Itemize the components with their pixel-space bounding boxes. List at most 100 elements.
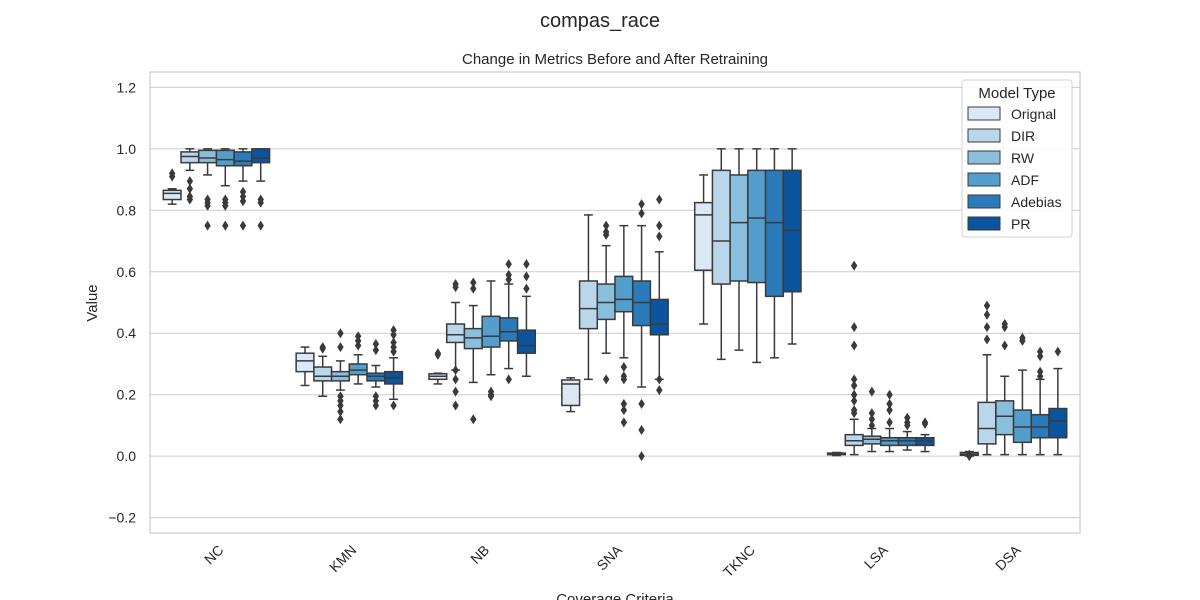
outlier-point [638, 425, 645, 436]
box [499, 259, 519, 385]
y-tick-label: 0.0 [117, 448, 137, 464]
legend-swatch [967, 128, 1001, 143]
outlier-point [886, 389, 893, 400]
outlier-point [452, 386, 459, 397]
outlier-point [656, 374, 663, 385]
box-body [614, 275, 634, 313]
outlier-point [222, 220, 229, 231]
box [463, 277, 483, 425]
box [879, 389, 900, 453]
figure-suptitle: compas_race [540, 10, 660, 32]
outlier-point [222, 200, 229, 211]
axes-title: Change in Metrics Before and After Retra… [462, 51, 768, 68]
box-body [313, 366, 333, 382]
box [180, 148, 200, 205]
outlier-point [868, 408, 876, 419]
outlier-point [620, 398, 628, 409]
outlier-point [239, 196, 247, 207]
outlier-point [257, 220, 264, 231]
box [1012, 332, 1033, 456]
outlier-point [886, 405, 893, 416]
y-tick-label: 0.8 [117, 202, 137, 218]
y-tick-label: 1.0 [117, 141, 137, 157]
outlier-point [452, 282, 459, 293]
box-body [233, 151, 253, 167]
box-body [1048, 407, 1068, 439]
legend-label: ADF [1011, 172, 1039, 188]
outlier-point [337, 328, 344, 339]
legend-swatch [967, 150, 1001, 165]
outlier-point [470, 283, 477, 294]
box-body [915, 436, 935, 447]
box-body [215, 149, 235, 167]
box-body [499, 317, 519, 342]
outlier-point [505, 274, 512, 285]
box [959, 449, 979, 462]
box-body [295, 352, 315, 373]
box [1048, 346, 1068, 456]
box-body [197, 149, 218, 164]
outlier-point [620, 362, 628, 373]
outlier-point [1054, 346, 1062, 357]
box-body [1030, 413, 1050, 439]
box-body [977, 401, 997, 445]
box [747, 148, 767, 364]
series-adf [215, 148, 1033, 456]
box [313, 342, 333, 397]
box [215, 148, 235, 231]
box-body [481, 315, 501, 348]
outlier-point [904, 420, 911, 431]
box-body [649, 298, 669, 336]
outlier-point [983, 300, 991, 311]
legend-swatch [967, 194, 1001, 209]
outlier-point [638, 208, 645, 219]
outlier-point [886, 398, 893, 409]
x-tick-label: TKNC [720, 542, 758, 580]
outlier-point [470, 414, 477, 425]
box [1030, 346, 1050, 456]
box [596, 220, 616, 385]
box-body [366, 372, 386, 382]
x-tick-label: LSA [861, 541, 891, 571]
outlier-point [850, 374, 858, 385]
outlier-point [239, 220, 247, 231]
box [162, 168, 182, 205]
box-body [463, 327, 483, 350]
box-body [596, 283, 616, 321]
outlier-point [656, 220, 663, 231]
box [251, 148, 271, 231]
box [764, 148, 785, 359]
box [561, 377, 581, 413]
box-body [879, 436, 900, 447]
outlier-point [186, 183, 194, 194]
box [897, 412, 917, 451]
legend-swatch [967, 106, 1001, 121]
y-tick-label: 0.4 [117, 325, 137, 341]
outlier-point [1036, 351, 1044, 362]
outlier-point [337, 342, 344, 353]
y-tick-labels: −0.2 0.0 0.2 0.4 0.6 0.8 1.0 1.2 [108, 79, 136, 525]
outlier-point [850, 395, 858, 406]
outlier-point [204, 220, 211, 231]
legend-swatch [967, 216, 1001, 231]
outlier-point [638, 398, 645, 409]
y-tick-label: 1.2 [117, 79, 137, 95]
box [428, 348, 448, 385]
box [631, 199, 652, 462]
outlier-point [372, 345, 380, 356]
box-body [711, 169, 731, 285]
legend-label: Orignal [1011, 106, 1056, 122]
box-body [251, 148, 271, 164]
outlier-point [638, 199, 645, 210]
outlier-point [850, 340, 858, 351]
box [233, 148, 253, 231]
series-dir [180, 148, 997, 456]
outlier-point [523, 259, 530, 270]
box [366, 338, 386, 411]
outlier-point [850, 260, 858, 271]
outlier-point [337, 414, 344, 425]
box-series-group [162, 148, 1068, 462]
outlier-point [620, 417, 628, 428]
outlier-point [602, 374, 610, 385]
legend: Model Type Orignal DIR RW ADF Adebias PR [961, 79, 1073, 238]
